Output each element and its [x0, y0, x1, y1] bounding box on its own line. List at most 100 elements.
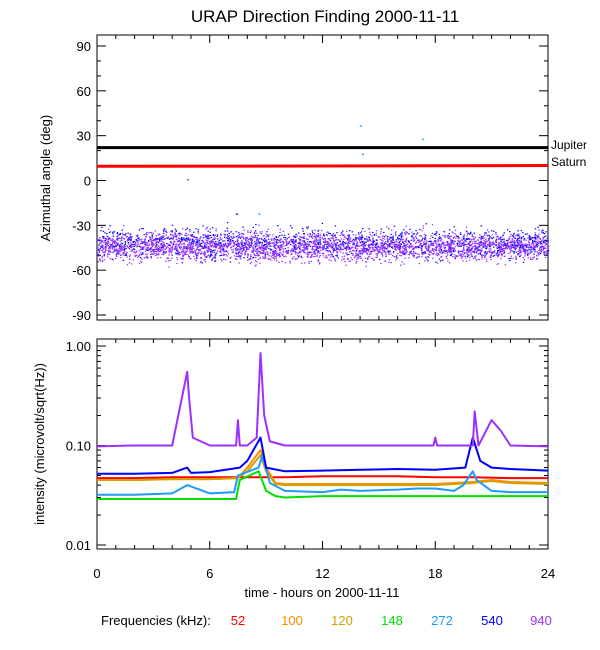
point	[347, 237, 349, 239]
point	[364, 241, 366, 243]
point	[287, 242, 289, 244]
point	[387, 239, 389, 241]
point	[204, 234, 206, 236]
point	[147, 247, 149, 249]
point	[206, 243, 208, 246]
point	[445, 249, 448, 251]
point	[192, 240, 195, 242]
legend-item-940: 940	[530, 613, 552, 628]
point	[206, 237, 209, 240]
point	[406, 237, 408, 239]
point	[201, 242, 204, 244]
point	[156, 248, 158, 250]
point	[379, 258, 381, 261]
point	[205, 239, 207, 241]
point	[121, 236, 123, 238]
x-tick-label: 12	[315, 566, 329, 581]
point	[394, 246, 397, 248]
point	[497, 242, 500, 244]
point	[209, 234, 212, 237]
point	[209, 244, 211, 246]
point	[170, 241, 173, 243]
point	[112, 231, 114, 233]
point	[532, 246, 535, 248]
point	[146, 234, 148, 236]
point	[165, 231, 167, 233]
point	[243, 229, 245, 231]
point	[267, 234, 269, 237]
point	[358, 236, 361, 238]
point	[398, 235, 400, 237]
point	[374, 246, 376, 248]
point	[275, 255, 277, 257]
point	[251, 251, 253, 253]
point	[218, 244, 220, 247]
point	[393, 245, 395, 247]
point	[447, 235, 449, 237]
point	[338, 239, 341, 241]
point	[291, 227, 293, 229]
point	[505, 245, 507, 247]
point	[185, 238, 188, 240]
point	[268, 243, 270, 245]
point	[426, 240, 428, 242]
point	[430, 250, 432, 252]
point	[242, 246, 244, 248]
point	[331, 236, 333, 239]
point	[511, 246, 513, 248]
point	[497, 250, 499, 252]
point	[342, 244, 344, 246]
point	[165, 251, 167, 253]
point	[530, 245, 532, 247]
point	[355, 250, 358, 252]
point	[438, 245, 440, 247]
point	[101, 240, 103, 242]
point	[499, 248, 501, 250]
point	[493, 230, 495, 232]
point	[394, 232, 397, 234]
point	[321, 252, 324, 254]
point	[484, 251, 487, 253]
point	[279, 246, 281, 249]
point	[167, 257, 169, 260]
point	[295, 253, 297, 255]
point	[421, 250, 423, 252]
point	[288, 242, 290, 244]
point	[487, 244, 489, 246]
point	[222, 245, 225, 247]
point	[545, 247, 547, 249]
point	[182, 243, 185, 245]
point	[517, 244, 520, 246]
point	[468, 243, 470, 245]
point	[543, 251, 545, 253]
point	[542, 232, 544, 234]
point	[340, 251, 342, 253]
point	[162, 236, 164, 239]
point	[118, 248, 120, 250]
point	[378, 250, 380, 252]
point	[197, 254, 199, 256]
point	[319, 237, 321, 239]
point	[154, 230, 157, 232]
point	[201, 251, 203, 253]
point	[210, 240, 213, 242]
point	[182, 254, 184, 256]
point	[493, 236, 495, 238]
point	[325, 234, 328, 236]
point	[247, 248, 249, 250]
point	[163, 245, 165, 247]
point	[401, 232, 403, 234]
point	[354, 256, 356, 258]
point	[215, 228, 217, 230]
point	[140, 227, 143, 230]
point	[180, 239, 182, 241]
point	[219, 245, 222, 247]
point	[440, 246, 442, 248]
point	[232, 239, 234, 242]
point	[446, 252, 449, 254]
point	[307, 226, 309, 228]
point	[291, 253, 293, 255]
point	[262, 249, 265, 252]
point	[510, 257, 512, 259]
point	[487, 238, 490, 240]
